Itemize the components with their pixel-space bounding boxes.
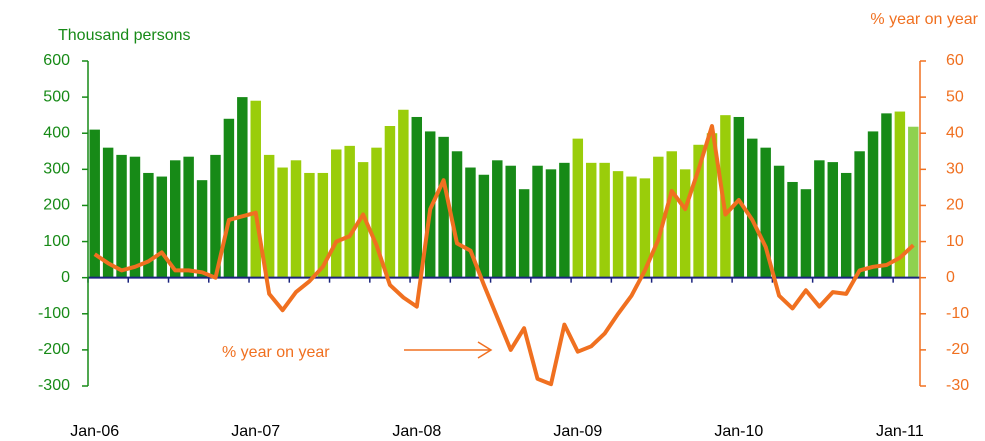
- bar: [478, 174, 490, 278]
- bar: [854, 151, 865, 278]
- bar: [505, 165, 516, 278]
- bar: [693, 144, 704, 278]
- bar: [773, 165, 785, 278]
- bar: [908, 126, 919, 278]
- bar: [639, 178, 651, 278]
- bar: [102, 147, 114, 278]
- bar: [733, 116, 745, 278]
- line-series: [93, 124, 915, 387]
- bar: [317, 172, 329, 278]
- x-tick-label: Jan-08: [392, 423, 441, 440]
- bar: [666, 151, 677, 278]
- bar: [277, 167, 288, 278]
- bar: [344, 145, 355, 278]
- x-tick-label: Jan-11: [876, 423, 924, 440]
- annotation: % year on year: [222, 344, 330, 361]
- bar: [438, 136, 449, 278]
- bar: [787, 181, 798, 278]
- bar: [760, 147, 771, 278]
- bar: [156, 176, 168, 278]
- x-tick-label: Jan-09: [553, 423, 602, 440]
- bar: [626, 176, 637, 278]
- y2-tick-label: -30: [946, 377, 969, 394]
- y2-tick-label: 20: [946, 197, 964, 214]
- bar: [518, 189, 530, 278]
- bar: [800, 189, 812, 278]
- bar: [398, 109, 409, 278]
- y2-tick-label: 10: [946, 233, 964, 250]
- bar: [89, 129, 100, 278]
- bar: [384, 126, 396, 278]
- y-tick-label: 300: [43, 161, 70, 178]
- bar: [585, 162, 597, 278]
- y-tick-label: 600: [43, 52, 70, 69]
- bar: [867, 131, 879, 278]
- x-tick-label: Jan-06: [70, 423, 119, 440]
- bar: [492, 160, 503, 278]
- bar: [183, 156, 194, 278]
- y-tick-label: -300: [38, 377, 70, 394]
- y2-axis-title: % year on year: [870, 11, 978, 28]
- bar: [237, 97, 248, 278]
- bar: [263, 154, 275, 278]
- bar: [706, 133, 718, 278]
- bar: [747, 138, 758, 278]
- bar: [559, 162, 570, 278]
- bar: [532, 165, 543, 278]
- x-tick-label: Jan-10: [714, 423, 763, 440]
- bar: [169, 160, 181, 278]
- bar: [143, 172, 154, 278]
- bar: [250, 100, 261, 278]
- y-tick-label: 500: [43, 88, 70, 105]
- y-tick-label: 200: [43, 197, 70, 214]
- y2-tick-label: -20: [946, 341, 969, 358]
- y2-tick-label: 0: [946, 269, 955, 286]
- bar: [881, 113, 892, 278]
- bar: [210, 154, 221, 278]
- bar: [894, 111, 906, 278]
- bar: [116, 154, 127, 278]
- bar: [572, 138, 584, 278]
- y-axis-title: Thousand persons: [58, 27, 191, 44]
- bar: [840, 172, 852, 278]
- y2-tick-label: 40: [946, 124, 964, 141]
- bar: [129, 156, 141, 278]
- bar: [465, 167, 476, 278]
- bar: [679, 169, 691, 278]
- y-tick-label: 400: [43, 124, 70, 141]
- y-tick-label: 100: [43, 233, 70, 250]
- bar: [653, 156, 664, 278]
- bar: [545, 169, 557, 278]
- bar: [371, 147, 382, 278]
- bar: [290, 160, 302, 278]
- y2-tick-label: -10: [946, 305, 969, 322]
- y2-tick-label: 30: [946, 161, 964, 178]
- y2-tick-label: 60: [946, 52, 964, 69]
- bar: [357, 162, 369, 278]
- bar: [814, 160, 825, 278]
- bar: [304, 172, 315, 278]
- y-tick-label: -200: [38, 341, 70, 358]
- bar: [612, 171, 624, 278]
- bar: [223, 118, 235, 278]
- annotation-arrowhead: [477, 341, 493, 359]
- y2-tick-label: 50: [946, 88, 964, 105]
- bar: [827, 162, 839, 278]
- y-tick-label: 0: [61, 269, 70, 286]
- bar: [411, 116, 423, 278]
- bar: [720, 115, 731, 278]
- bar: [599, 162, 610, 278]
- bar: [451, 151, 463, 278]
- bar: [196, 180, 208, 278]
- bar: [331, 149, 342, 278]
- y-tick-label: -100: [38, 305, 70, 322]
- x-tick-label: Jan-07: [231, 423, 280, 440]
